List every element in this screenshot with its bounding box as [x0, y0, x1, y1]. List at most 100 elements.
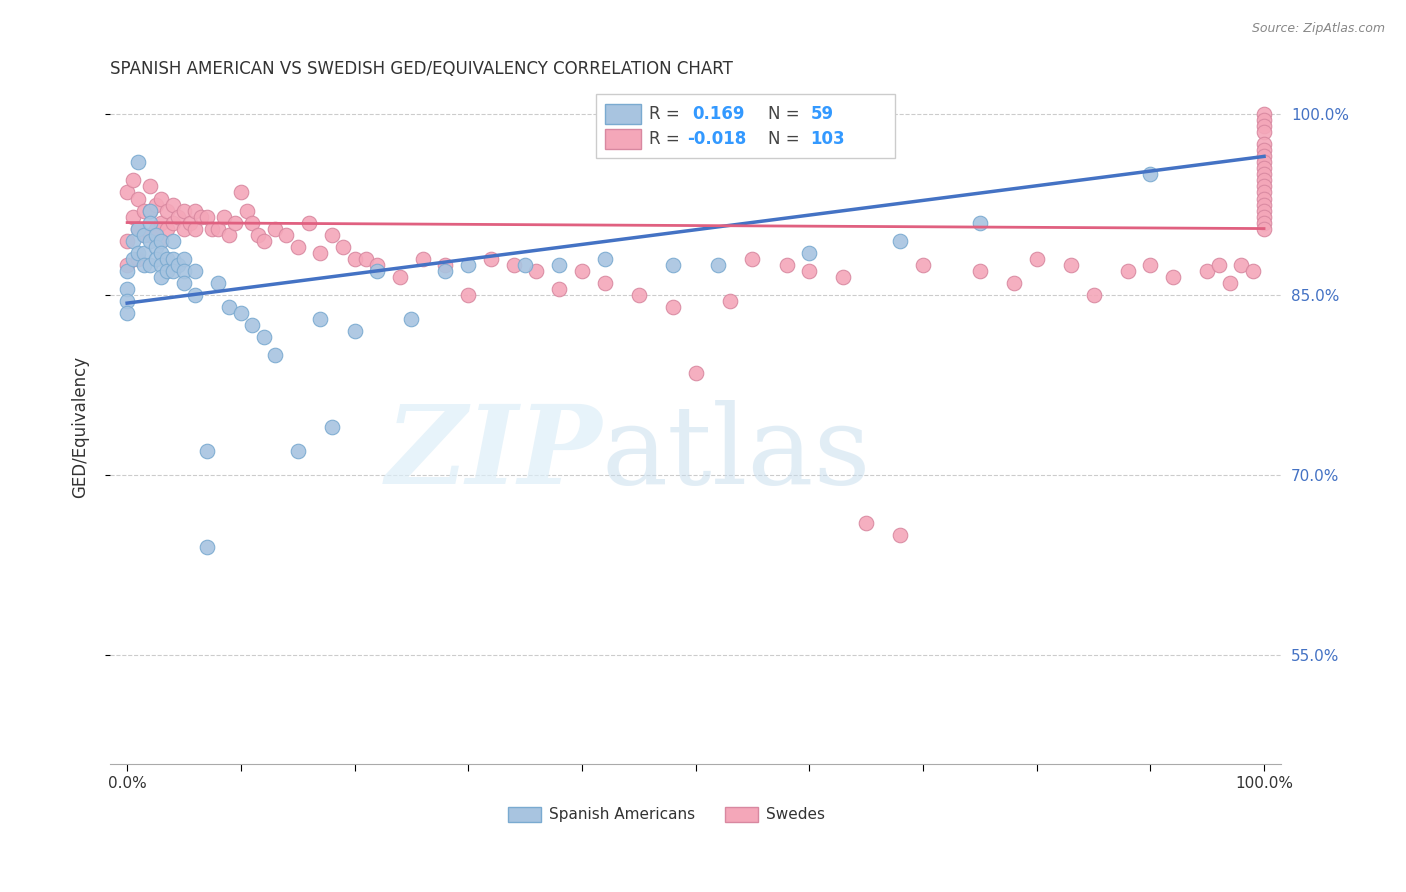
- Point: [173, 276, 195, 290]
- FancyBboxPatch shape: [508, 807, 541, 822]
- Point: [1002, 276, 1025, 290]
- Point: [139, 234, 162, 248]
- Text: Source: ZipAtlas.com: Source: ZipAtlas.com: [1251, 22, 1385, 36]
- Point: [1208, 258, 1230, 272]
- Point: [264, 221, 287, 235]
- Point: [627, 287, 650, 301]
- Point: [139, 203, 162, 218]
- Point: [184, 203, 207, 218]
- Point: [145, 197, 167, 211]
- Point: [1116, 263, 1139, 277]
- Point: [457, 287, 479, 301]
- Point: [115, 258, 138, 272]
- Point: [366, 258, 388, 272]
- FancyBboxPatch shape: [596, 94, 894, 158]
- Point: [173, 221, 195, 235]
- Point: [162, 263, 184, 277]
- Point: [128, 252, 150, 266]
- Point: [1253, 203, 1275, 218]
- Point: [229, 186, 252, 200]
- Point: [889, 528, 911, 542]
- Point: [139, 203, 162, 218]
- Point: [969, 215, 991, 229]
- Point: [1253, 221, 1275, 235]
- Point: [1083, 287, 1105, 301]
- Point: [718, 293, 741, 308]
- Point: [173, 203, 195, 218]
- Point: [889, 234, 911, 248]
- Point: [1161, 269, 1184, 284]
- Point: [150, 234, 173, 248]
- Point: [115, 234, 138, 248]
- Point: [121, 252, 143, 266]
- Point: [366, 263, 388, 277]
- Point: [134, 245, 156, 260]
- Point: [799, 245, 821, 260]
- Point: [207, 276, 229, 290]
- Point: [1253, 161, 1275, 176]
- Point: [309, 245, 332, 260]
- Text: atlas: atlas: [602, 401, 872, 508]
- Text: R =: R =: [648, 105, 685, 123]
- Point: [150, 258, 173, 272]
- Point: [1253, 149, 1275, 163]
- Point: [128, 221, 150, 235]
- Point: [343, 324, 366, 338]
- Point: [1219, 276, 1241, 290]
- Point: [1253, 173, 1275, 187]
- Point: [1253, 137, 1275, 152]
- Point: [156, 221, 179, 235]
- Point: [139, 179, 162, 194]
- Point: [156, 263, 179, 277]
- Point: [139, 227, 162, 242]
- Point: [832, 269, 855, 284]
- Point: [1253, 168, 1275, 182]
- Point: [184, 287, 207, 301]
- Point: [150, 234, 173, 248]
- Point: [145, 227, 167, 242]
- Point: [115, 263, 138, 277]
- Point: [1253, 144, 1275, 158]
- Point: [401, 311, 423, 326]
- Point: [457, 258, 479, 272]
- Point: [150, 245, 173, 260]
- Point: [184, 263, 207, 277]
- Point: [156, 203, 179, 218]
- Point: [212, 210, 235, 224]
- Point: [287, 239, 309, 253]
- Point: [240, 215, 263, 229]
- Point: [252, 234, 274, 248]
- Point: [173, 263, 195, 277]
- Point: [145, 239, 167, 253]
- Point: [179, 215, 201, 229]
- Point: [264, 348, 287, 362]
- Point: [115, 306, 138, 320]
- Point: [134, 203, 156, 218]
- Point: [412, 252, 434, 266]
- Point: [173, 252, 195, 266]
- Point: [162, 215, 184, 229]
- Point: [162, 234, 184, 248]
- Point: [162, 252, 184, 266]
- Point: [548, 282, 571, 296]
- FancyBboxPatch shape: [725, 807, 758, 822]
- Point: [287, 444, 309, 458]
- Point: [195, 210, 218, 224]
- Text: ZIP: ZIP: [385, 401, 602, 508]
- Point: [593, 276, 616, 290]
- Point: [115, 282, 138, 296]
- Point: [139, 215, 162, 229]
- Point: [1253, 125, 1275, 139]
- Point: [190, 210, 212, 224]
- Point: [513, 258, 536, 272]
- Text: SPANISH AMERICAN VS SWEDISH GED/EQUIVALENCY CORRELATION CHART: SPANISH AMERICAN VS SWEDISH GED/EQUIVALE…: [110, 60, 733, 78]
- Text: 0.169: 0.169: [692, 105, 745, 123]
- Point: [201, 221, 224, 235]
- Point: [167, 258, 190, 272]
- Point: [1253, 197, 1275, 211]
- Point: [502, 258, 524, 272]
- Y-axis label: GED/Equivalency: GED/Equivalency: [72, 356, 89, 498]
- Point: [1253, 210, 1275, 224]
- Point: [548, 258, 571, 272]
- Point: [685, 366, 707, 380]
